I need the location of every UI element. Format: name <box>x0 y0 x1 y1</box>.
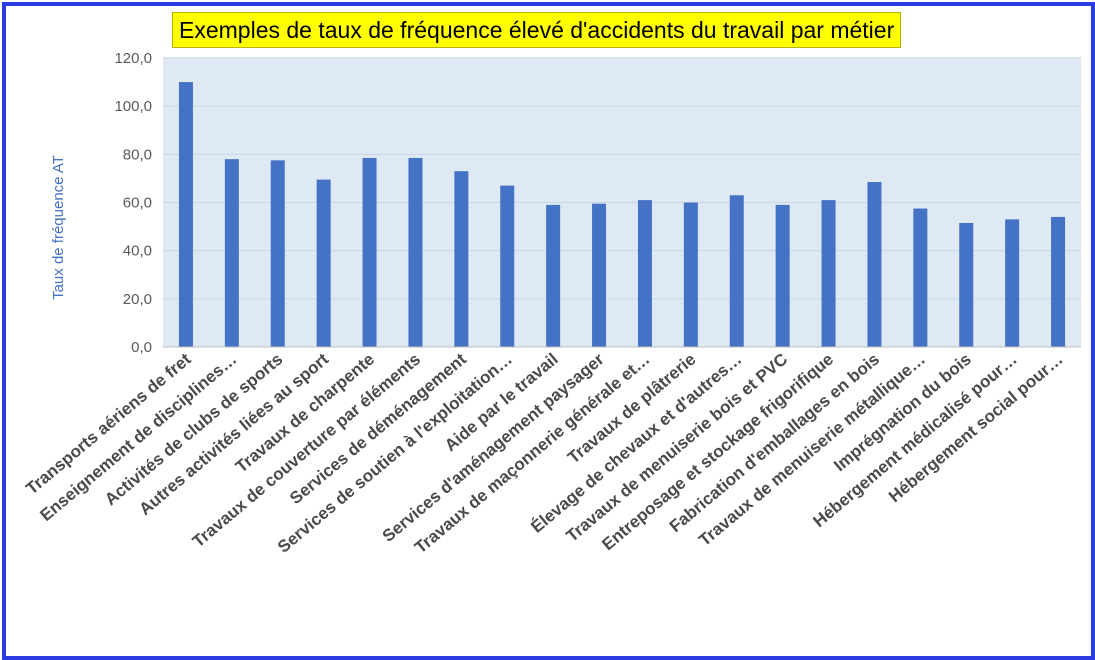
y-tick-label: 80,0 <box>123 146 152 163</box>
bar <box>408 157 423 347</box>
bar <box>729 195 744 347</box>
bar <box>316 179 331 347</box>
y-tick-label: 120,0 <box>114 50 152 67</box>
bar <box>592 203 607 347</box>
bar <box>362 157 377 347</box>
bar <box>913 208 928 347</box>
bar <box>775 204 790 347</box>
bar <box>178 82 193 347</box>
bar <box>1005 219 1020 347</box>
bar <box>821 200 836 347</box>
y-tick-label: 60,0 <box>123 195 152 212</box>
bar <box>500 185 515 347</box>
bar <box>637 200 652 347</box>
y-tick-label: 100,0 <box>114 98 152 115</box>
bar <box>1051 216 1066 347</box>
y-tick-label: 40,0 <box>123 243 152 260</box>
x-category-label: Enseignement de disciplines… <box>36 350 240 525</box>
bar <box>546 204 561 347</box>
bar <box>867 182 882 347</box>
y-tick-label: 0,0 <box>131 339 152 356</box>
bar <box>454 171 469 347</box>
chart-title: Exemples de taux de fréquence élevé d'ac… <box>172 12 902 48</box>
bar <box>224 159 239 347</box>
y-axis-label: Taux de fréquence AT <box>50 155 67 300</box>
y-tick-label: 20,0 <box>123 291 152 308</box>
bar <box>270 160 285 347</box>
bar <box>683 202 698 347</box>
bar <box>959 222 974 347</box>
